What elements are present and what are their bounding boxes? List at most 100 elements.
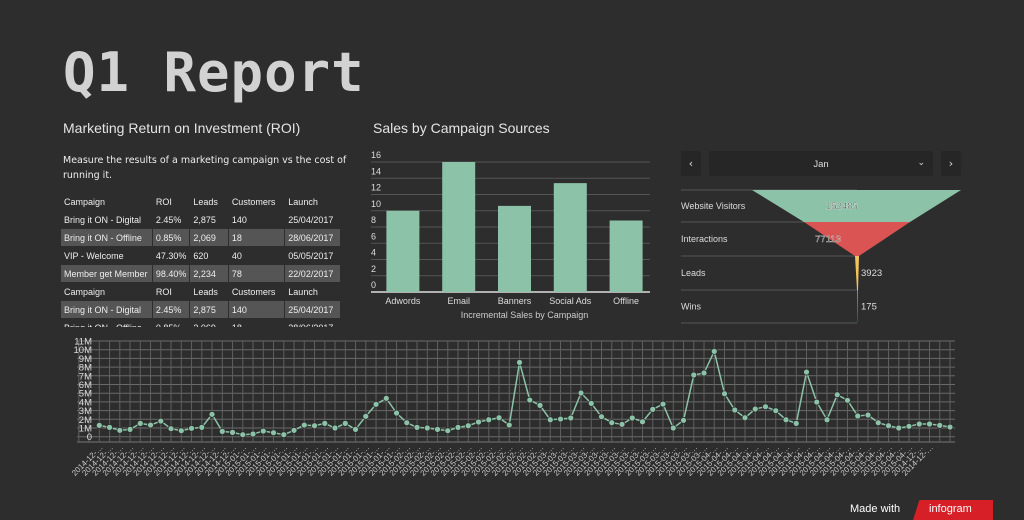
table-cell: ROI: [151, 282, 191, 301]
data-point: [854, 412, 862, 420]
data-point: [403, 419, 411, 427]
bar-email: [442, 162, 476, 292]
y-tick-label: 6: [371, 231, 376, 241]
data-point: [833, 391, 841, 399]
data-point: [485, 416, 493, 424]
data-point: [177, 427, 185, 435]
data-point: [885, 422, 892, 430]
data-point: [526, 396, 534, 404]
data-point: [270, 429, 277, 437]
bar-social-ads: [553, 183, 587, 292]
funnel-stage-label: Interactions: [681, 234, 728, 244]
data-point: [444, 427, 452, 435]
roi-table: Campaign ROI Leads Customers Launch Bring it …: [60, 192, 341, 327]
month-dropdown[interactable]: Jan ⌄: [709, 151, 933, 176]
funnel-stage-value: 175: [861, 302, 877, 313]
data-point: [229, 428, 236, 436]
data-point: [280, 431, 288, 439]
table-cell: 22/02/2017: [284, 264, 341, 283]
table-row: Bring it ON - Digital 2.45% 2,875 140 25/04/…: [60, 300, 341, 319]
y-tick-label: 2M: [79, 415, 92, 426]
chevron-down-icon: ⌄: [917, 158, 925, 168]
y-tick-label: 1M: [79, 424, 92, 435]
table-row: Bring it ON - Offline0.85%2.0691828/06/2…: [60, 318, 341, 327]
funnel-segment-wins: [857, 290, 858, 323]
table-cell: 28/06/2017: [284, 318, 341, 327]
data-point: [700, 369, 708, 377]
data-point: [608, 419, 616, 427]
y-tick-label: 14: [371, 166, 381, 176]
data-point: [813, 398, 821, 406]
data-point: [587, 399, 595, 407]
sales-heading: Sales by Campaign Sources: [373, 120, 550, 136]
data-point: [792, 419, 800, 427]
table-cell: 140: [227, 300, 286, 319]
table-cell: Customers: [227, 192, 286, 211]
selected-month: Jan: [813, 159, 829, 170]
roi-table-container[interactable]: Campaign ROI Leads Customers Launch Bring it …: [60, 192, 341, 327]
table-cell: 2,875: [189, 210, 229, 229]
data-point: [126, 425, 134, 433]
funnel-stage-label: Website Visitors: [681, 201, 746, 211]
data-point: [136, 419, 144, 427]
table-header-row: Campaign ROI Leads Customers Launch: [60, 192, 341, 211]
funnel-stage-value: 152485: [826, 201, 858, 212]
data-point: [352, 425, 359, 433]
table-cell: 98.40%: [151, 264, 191, 283]
table-cell: 25/04/2017: [284, 300, 341, 319]
table-cell: 2.45%: [151, 300, 191, 319]
data-point: [628, 414, 636, 422]
x-tick-label: Social Ads: [549, 296, 592, 306]
y-tick-label: 6M: [79, 380, 92, 391]
data-point: [926, 420, 933, 428]
table-cell: 78: [227, 264, 286, 283]
data-point: [772, 407, 780, 415]
data-point: [290, 426, 298, 434]
table-cell: Customers: [227, 282, 286, 301]
table-cell: 18: [227, 228, 286, 247]
data-point: [311, 422, 318, 430]
y-tick-label: 5M: [79, 389, 92, 400]
table-cell: ROI: [151, 192, 191, 211]
data-point: [95, 421, 103, 429]
table-cell: 140: [227, 210, 286, 229]
infogram-logo[interactable]: infogram: [913, 500, 993, 520]
funnel-segment-website-visitors: [752, 190, 961, 222]
bar-banners: [498, 205, 531, 292]
table-cell: 40: [227, 246, 286, 265]
table-cell: Bring it ON - Offline: [60, 228, 153, 247]
data-point: [372, 400, 380, 408]
y-tick-label: 8M: [79, 363, 92, 374]
data-point: [669, 424, 677, 432]
data-point: [157, 417, 165, 425]
next-month-button[interactable]: ›: [941, 151, 961, 176]
table-cell: 47.30%: [151, 246, 191, 265]
data-point: [741, 414, 749, 422]
table-cell: Bring it ON - Digital: [60, 300, 153, 319]
table-cell: Campaign: [60, 192, 153, 211]
chevron-right-icon: ›: [948, 157, 954, 170]
funnel-segment-leads: [855, 256, 859, 290]
data-point: [382, 394, 390, 402]
x-axis-label: Incremental Sales by Campaign: [461, 310, 589, 320]
data-point: [495, 414, 503, 422]
table-cell: VIP - Welcome: [60, 246, 153, 265]
y-tick-label: 0: [87, 432, 92, 443]
data-point: [167, 425, 175, 433]
data-point: [536, 401, 544, 409]
table-cell: 2,234: [189, 264, 229, 283]
table-row: Bring it ON - Offline 0.85% 2,069 18 28/06/2…: [60, 228, 341, 247]
page-title: Q1 Report: [63, 41, 365, 104]
data-point: [516, 359, 523, 366]
table-row: Member get Member 98.40% 2,234 78 22/02/2017: [60, 264, 341, 283]
table-cell: 2.069: [189, 318, 229, 327]
data-point: [475, 418, 482, 426]
funnel-stage-label: Wins: [681, 302, 701, 312]
data-point: [731, 406, 739, 414]
table-cell: 0.85%: [151, 228, 191, 247]
data-point: [106, 423, 113, 431]
table-cell: Member get Member: [60, 264, 153, 283]
data-point: [905, 422, 913, 430]
prev-month-button[interactable]: ‹: [681, 151, 701, 176]
table-row: VIP - Welcome 47.30% 620 40 05/05/2017: [60, 246, 341, 265]
